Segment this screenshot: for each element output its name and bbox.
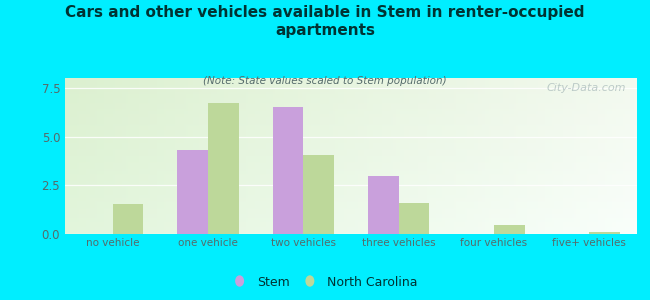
- Text: (Note: State values scaled to Stem population): (Note: State values scaled to Stem popul…: [203, 76, 447, 86]
- Bar: [590, 232, 620, 234]
- Text: Cars and other vehicles available in Stem in renter-occupied
apartments: Cars and other vehicles available in Ste…: [65, 4, 585, 38]
- Bar: [112, 204, 143, 234]
- Bar: [208, 103, 239, 234]
- Text: City-Data.com: City-Data.com: [546, 83, 625, 93]
- Bar: [494, 225, 525, 234]
- Bar: [398, 203, 429, 234]
- Bar: [273, 107, 304, 234]
- Bar: [368, 176, 398, 234]
- Bar: [177, 150, 208, 234]
- Legend: Stem, North Carolina: Stem, North Carolina: [227, 271, 423, 294]
- Bar: [304, 155, 334, 234]
